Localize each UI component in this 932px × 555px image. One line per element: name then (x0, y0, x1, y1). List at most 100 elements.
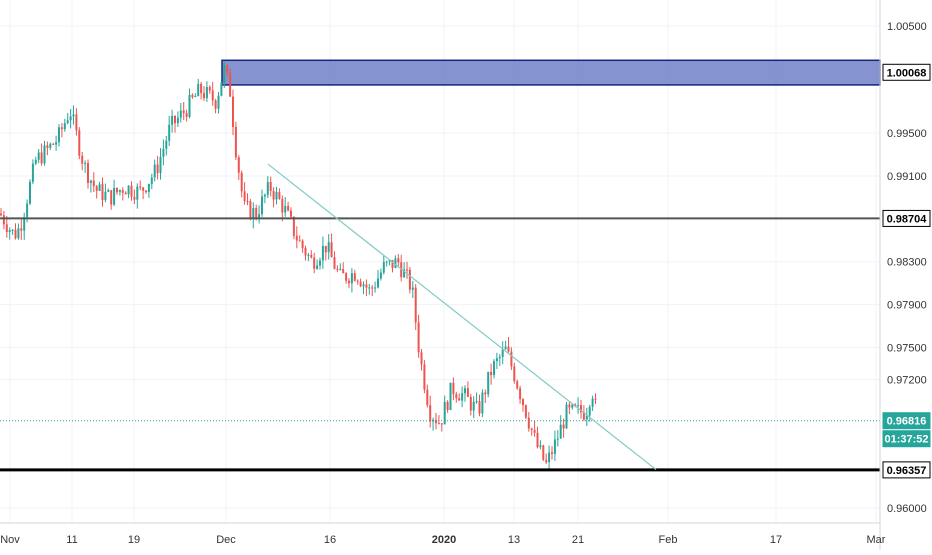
candle (107, 188, 110, 193)
candle-body (145, 190, 147, 193)
price-tag-text: 0.96816 (887, 416, 927, 428)
candle (440, 423, 443, 432)
candle-body (559, 424, 562, 439)
candle-body (466, 388, 469, 397)
candle-body (290, 210, 292, 217)
candle-body (139, 186, 142, 188)
candle (246, 193, 249, 206)
candle-body (472, 401, 475, 411)
price-tag-last-price: 0.96816 (882, 412, 931, 430)
candle-body (333, 257, 336, 269)
candle (31, 159, 34, 185)
candle (362, 281, 365, 295)
candle-body (89, 180, 92, 184)
candle-body (205, 87, 208, 99)
candle (174, 115, 176, 133)
candle (516, 379, 519, 390)
candle (29, 179, 31, 206)
candle-body (377, 278, 379, 288)
candle (359, 278, 362, 288)
candle-body (342, 269, 345, 274)
price-tag-box (882, 412, 931, 430)
candle-body (104, 191, 107, 201)
candle (565, 401, 568, 429)
candle-body (31, 163, 34, 182)
candle (348, 278, 350, 289)
time-tick-label: 17 (770, 534, 782, 546)
candle (403, 262, 406, 278)
candle (501, 341, 504, 365)
candle-body (191, 94, 194, 98)
candle-body (87, 162, 89, 184)
candle-body (17, 228, 20, 239)
candle (87, 159, 89, 189)
resistance-zone-box[interactable] (221, 59, 881, 86)
candle-body (397, 258, 400, 263)
candle (542, 444, 545, 462)
candle-body (243, 191, 246, 201)
candle (498, 354, 501, 366)
level-lines[interactable] (0, 163, 880, 472)
candle (0, 208, 2, 217)
candle-body (304, 248, 307, 256)
price-tick-label: 0.99100 (887, 171, 927, 183)
candle (191, 93, 194, 99)
candle-body (174, 115, 176, 124)
candle-body (98, 184, 101, 191)
candle-body (417, 322, 420, 353)
time-axis[interactable]: Nov 11 19 Dec 16 2020 13 21 Feb 17 Mar (0, 522, 886, 546)
candle-body (382, 262, 385, 273)
candle-body (339, 269, 342, 271)
candle-body (8, 230, 11, 233)
candle (159, 148, 162, 180)
candle-body (214, 100, 217, 109)
candle (287, 201, 290, 212)
candle (406, 261, 408, 279)
price-tag-box (882, 461, 931, 479)
candle (81, 151, 84, 171)
candle (379, 268, 382, 281)
candle-body (429, 405, 432, 422)
resistance-zone[interactable] (221, 59, 881, 86)
candle-body (188, 94, 191, 117)
candle (37, 149, 40, 164)
candle-body (582, 412, 585, 420)
candle-body (495, 358, 498, 362)
candle-body (66, 120, 69, 124)
candle-body (313, 257, 316, 269)
candle (478, 394, 481, 417)
candle (281, 195, 284, 222)
candle (420, 348, 423, 371)
candle-body (11, 229, 14, 231)
candle-body (29, 181, 31, 204)
candle (60, 123, 63, 138)
candle-body (568, 404, 571, 408)
price-axis[interactable]: 1.00500 0.99500 0.99100 0.98300 0.97900 0.975… (879, 0, 927, 550)
candle (330, 233, 333, 258)
candle-body (176, 117, 179, 124)
candle (34, 156, 37, 166)
candle (232, 89, 234, 136)
candle (339, 263, 342, 271)
candle-body (432, 419, 435, 422)
price-tag-support-line: 0.98704 (882, 209, 931, 227)
candle-body (365, 284, 368, 288)
candle (147, 183, 150, 198)
candle (95, 185, 98, 199)
candle-body (307, 254, 310, 256)
candle (461, 386, 464, 408)
trendline[interactable] (267, 163, 657, 471)
candle-body (130, 185, 133, 197)
candle-body (362, 284, 365, 287)
candle-body (591, 398, 594, 407)
candle-body (388, 259, 391, 262)
candle-body (455, 394, 458, 399)
time-tick-label: Dec (216, 534, 236, 546)
time-tick-label: 13 (508, 534, 520, 546)
candle (89, 179, 92, 193)
candle-body (58, 127, 60, 143)
candle-body (147, 183, 150, 193)
candle (58, 124, 60, 147)
candle (208, 85, 211, 94)
